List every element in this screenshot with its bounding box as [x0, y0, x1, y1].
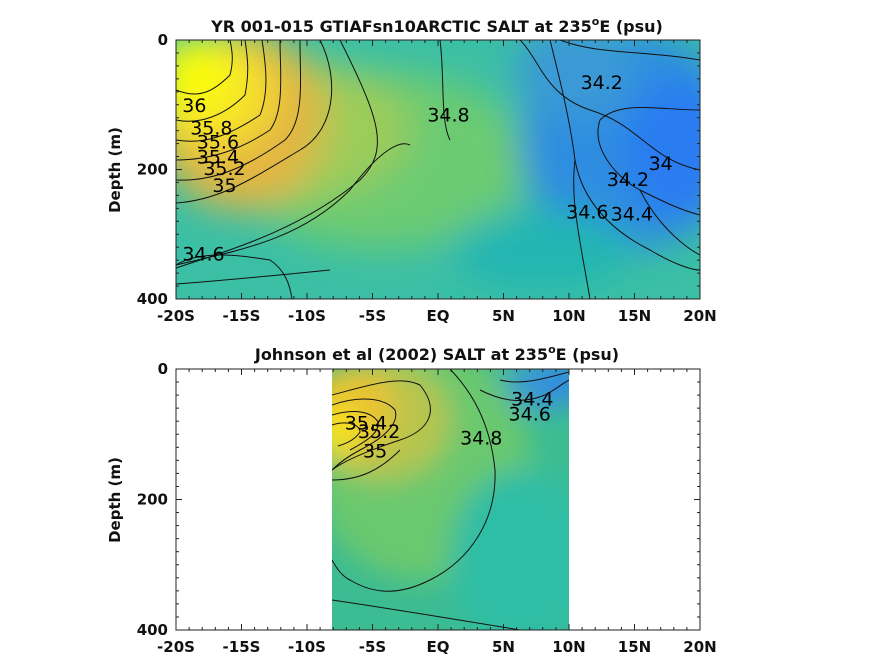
panel-2: Johnson et al (2002) SALT at 235oE (psu) [106, 343, 717, 656]
panel-2-y-axis: 0 200 400 [137, 360, 700, 639]
contour-label: 34.4 [511, 388, 553, 410]
contour-label: 34.2 [607, 169, 649, 191]
contour-label: 35.4 [345, 413, 387, 435]
x-tick-label: -20S [157, 638, 195, 656]
contour-label: 34.6 [182, 244, 224, 266]
contour-label: 36 [182, 95, 206, 117]
y-tick-label: 0 [158, 360, 168, 378]
panel-2-x-axis: -20S -15S -10S -5S EQ 5N 10N 15N 20N [157, 369, 717, 656]
y-tick-label: 400 [137, 290, 168, 308]
panel-1-y-axis: 0 200 400 [137, 31, 700, 308]
panel-1-contour-labels: 3635.835.635.435.23534.634.834.23434.234… [182, 72, 673, 266]
contour-label: 34.2 [581, 72, 623, 94]
panel-1-title: YR 001-015 GTIAFsn10ARCTIC SALT at 235oE… [210, 15, 663, 36]
contour-label: 35 [363, 441, 387, 463]
x-tick-label: 5N [492, 307, 515, 325]
y-tick-label: 0 [158, 31, 168, 49]
panel-1-ylabel: Depth (m) [106, 127, 124, 213]
x-tick-label: -15S [223, 638, 261, 656]
contour-label: 35.8 [190, 117, 232, 139]
x-tick-label: 10N [552, 307, 585, 325]
y-tick-label: 200 [137, 491, 168, 509]
x-tick-label: 5N [492, 638, 515, 656]
contour-label: 34.6 [566, 202, 608, 224]
panel-2-title: Johnson et al (2002) SALT at 235oE (psu) [254, 343, 619, 364]
panel-1-x-axis: -20S -15S -10S -5S EQ 5N 10N 15N 20N [157, 40, 717, 325]
contour-label: 35.2 [203, 158, 245, 180]
x-tick-label: 15N [618, 307, 651, 325]
panel-1-salinity-field [176, 40, 700, 299]
x-tick-label: 20N [683, 307, 716, 325]
contour-label: 35.2 [358, 421, 400, 443]
panel-2-contour-labels: 34.434.6 34.8 35.235 35.4 [345, 388, 554, 462]
panel-2-ylabel: Depth (m) [106, 457, 124, 543]
x-tick-label: EQ [427, 638, 450, 656]
contour-label: 34.4 [611, 204, 653, 226]
panel-2-salinity-field [332, 369, 569, 630]
x-tick-label: 10N [552, 638, 585, 656]
contour-label: 34.8 [460, 428, 502, 450]
x-tick-label: -15S [223, 307, 261, 325]
x-tick-label: 20N [683, 638, 716, 656]
y-tick-label: 200 [137, 161, 168, 179]
x-tick-label: -10S [288, 307, 326, 325]
contour-label: 34.6 [509, 403, 551, 425]
x-tick-label: 15N [618, 638, 651, 656]
contour-label: 35.6 [197, 132, 239, 154]
panel-1: YR 001-015 GTIAFsn10ARCTIC SALT at 235oE… [106, 15, 717, 325]
x-tick-label: -5S [359, 307, 386, 325]
x-tick-label: -5S [359, 638, 386, 656]
x-tick-label: -20S [157, 307, 195, 325]
x-tick-label: EQ [427, 307, 450, 325]
x-tick-label: -10S [288, 638, 326, 656]
y-tick-label: 400 [137, 621, 168, 639]
contour-label: 35 [212, 175, 236, 197]
contour-label: 35.4 [197, 147, 239, 169]
contour-label: 34 [649, 153, 673, 175]
contour-label: 34.8 [427, 104, 469, 126]
